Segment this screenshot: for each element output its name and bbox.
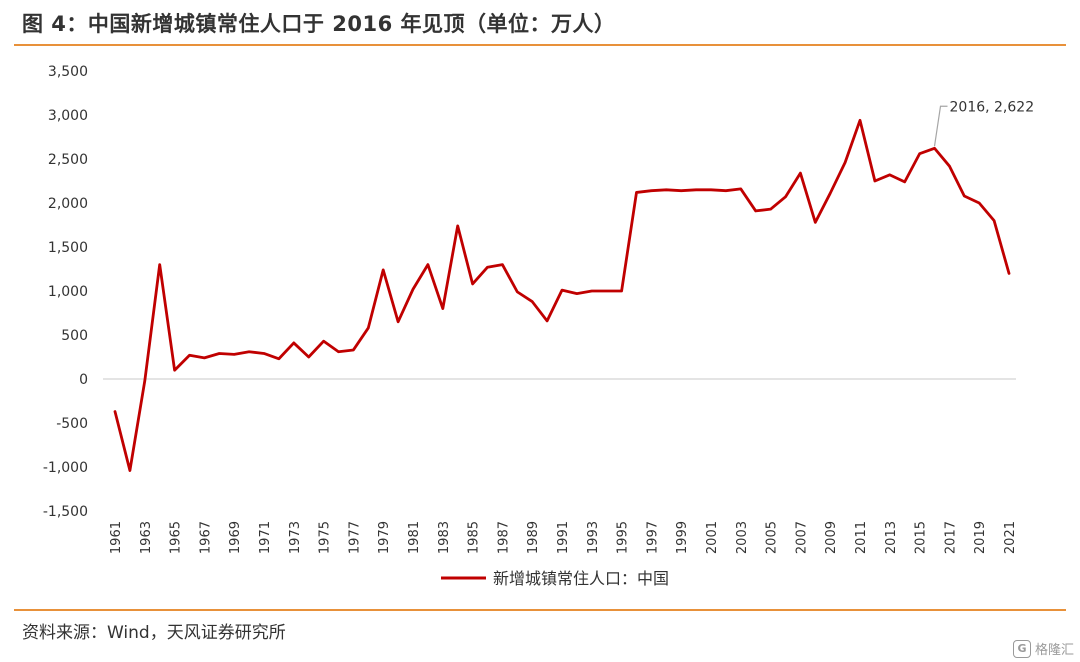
y-tick-label: 1,500 <box>48 240 88 256</box>
y-tick-label: 3,500 <box>48 64 88 80</box>
x-tick-label: 2009 <box>824 521 839 554</box>
x-tick-label: 1963 <box>139 521 154 554</box>
y-tick-label: 2,500 <box>48 152 88 168</box>
x-tick-label: 2013 <box>884 521 899 554</box>
gelonghui-logo-icon: G <box>1012 639 1031 658</box>
title-divider <box>14 44 1066 46</box>
x-tick-label: 1965 <box>169 521 184 554</box>
x-tick-label: 1985 <box>467 521 482 554</box>
watermark-text: 格隆汇 <box>1034 643 1074 658</box>
footer-divider <box>14 609 1066 611</box>
x-tick-label: 1997 <box>645 521 660 554</box>
y-tick-label: 3,000 <box>48 108 88 124</box>
x-tick-label: 2019 <box>973 521 988 554</box>
x-tick-label: 1993 <box>586 521 601 554</box>
x-tick-label: 1983 <box>437 521 452 554</box>
x-tick-label: 1973 <box>288 521 303 554</box>
y-tick-label: -500 <box>56 416 88 432</box>
x-tick-label: 2015 <box>914 521 929 554</box>
x-tick-label: 2017 <box>943 521 958 554</box>
x-tick-label: 1967 <box>198 521 213 554</box>
x-tick-label: 1987 <box>496 521 511 554</box>
line-chart: 3,500 3,000 2,500 2,000 1,500 1,000 500 0 -500 -1… <box>43 64 1035 588</box>
legend: 新增城镇常住人口：中国 <box>441 569 669 588</box>
x-tick-label: 1999 <box>675 521 690 554</box>
x-axis: 1961 1963 1965 1967 1969 1971 1973 1975 1977 1979… <box>103 378 1018 554</box>
x-tick-label: 1991 <box>556 521 571 554</box>
x-tick-label: 1981 <box>407 521 422 554</box>
y-tick-label: -1,500 <box>43 504 88 520</box>
x-tick-label: 1971 <box>258 521 273 554</box>
annotation: 2016, 2,622 <box>933 99 1035 147</box>
annotation-leader <box>933 105 948 147</box>
y-axis: 3,500 3,000 2,500 2,000 1,500 1,000 500 0 -500 -1… <box>43 64 88 520</box>
x-tick-label: 1977 <box>347 521 362 554</box>
x-tick-label: 2005 <box>765 521 780 554</box>
x-tick-label: 1969 <box>228 521 243 554</box>
y-tick-label: -1,000 <box>43 460 88 476</box>
y-tick-label: 0 <box>79 372 88 388</box>
x-tick-label: 1995 <box>616 521 631 554</box>
page-title: 图 4：中国新增城镇常住人口于 2016 年见顶（单位：万人） <box>22 12 616 36</box>
x-tick-label: 2007 <box>794 521 809 554</box>
x-tick-label: 2003 <box>735 521 750 554</box>
watermark: G 格隆汇 <box>1012 639 1074 658</box>
annotation-label: 2016, 2,622 <box>950 99 1035 115</box>
source-note: 资料来源：Wind，天风证券研究所 <box>22 623 286 643</box>
y-tick-label: 2,000 <box>48 196 88 212</box>
x-tick-label: 1975 <box>318 521 333 554</box>
x-tick-label: 2011 <box>854 521 869 554</box>
y-tick-label: 500 <box>61 328 88 344</box>
x-tick-label: 2021 <box>1003 521 1018 554</box>
x-tick-label: 1989 <box>526 521 541 554</box>
series-line <box>113 118 1011 472</box>
x-tick-label: 1979 <box>377 521 392 554</box>
plot-area <box>113 118 1011 472</box>
x-tick-label: 1961 <box>109 521 124 554</box>
x-tick-label: 2001 <box>705 521 720 554</box>
y-tick-label: 1,000 <box>48 284 88 300</box>
legend-label: 新增城镇常住人口：中国 <box>493 569 669 588</box>
